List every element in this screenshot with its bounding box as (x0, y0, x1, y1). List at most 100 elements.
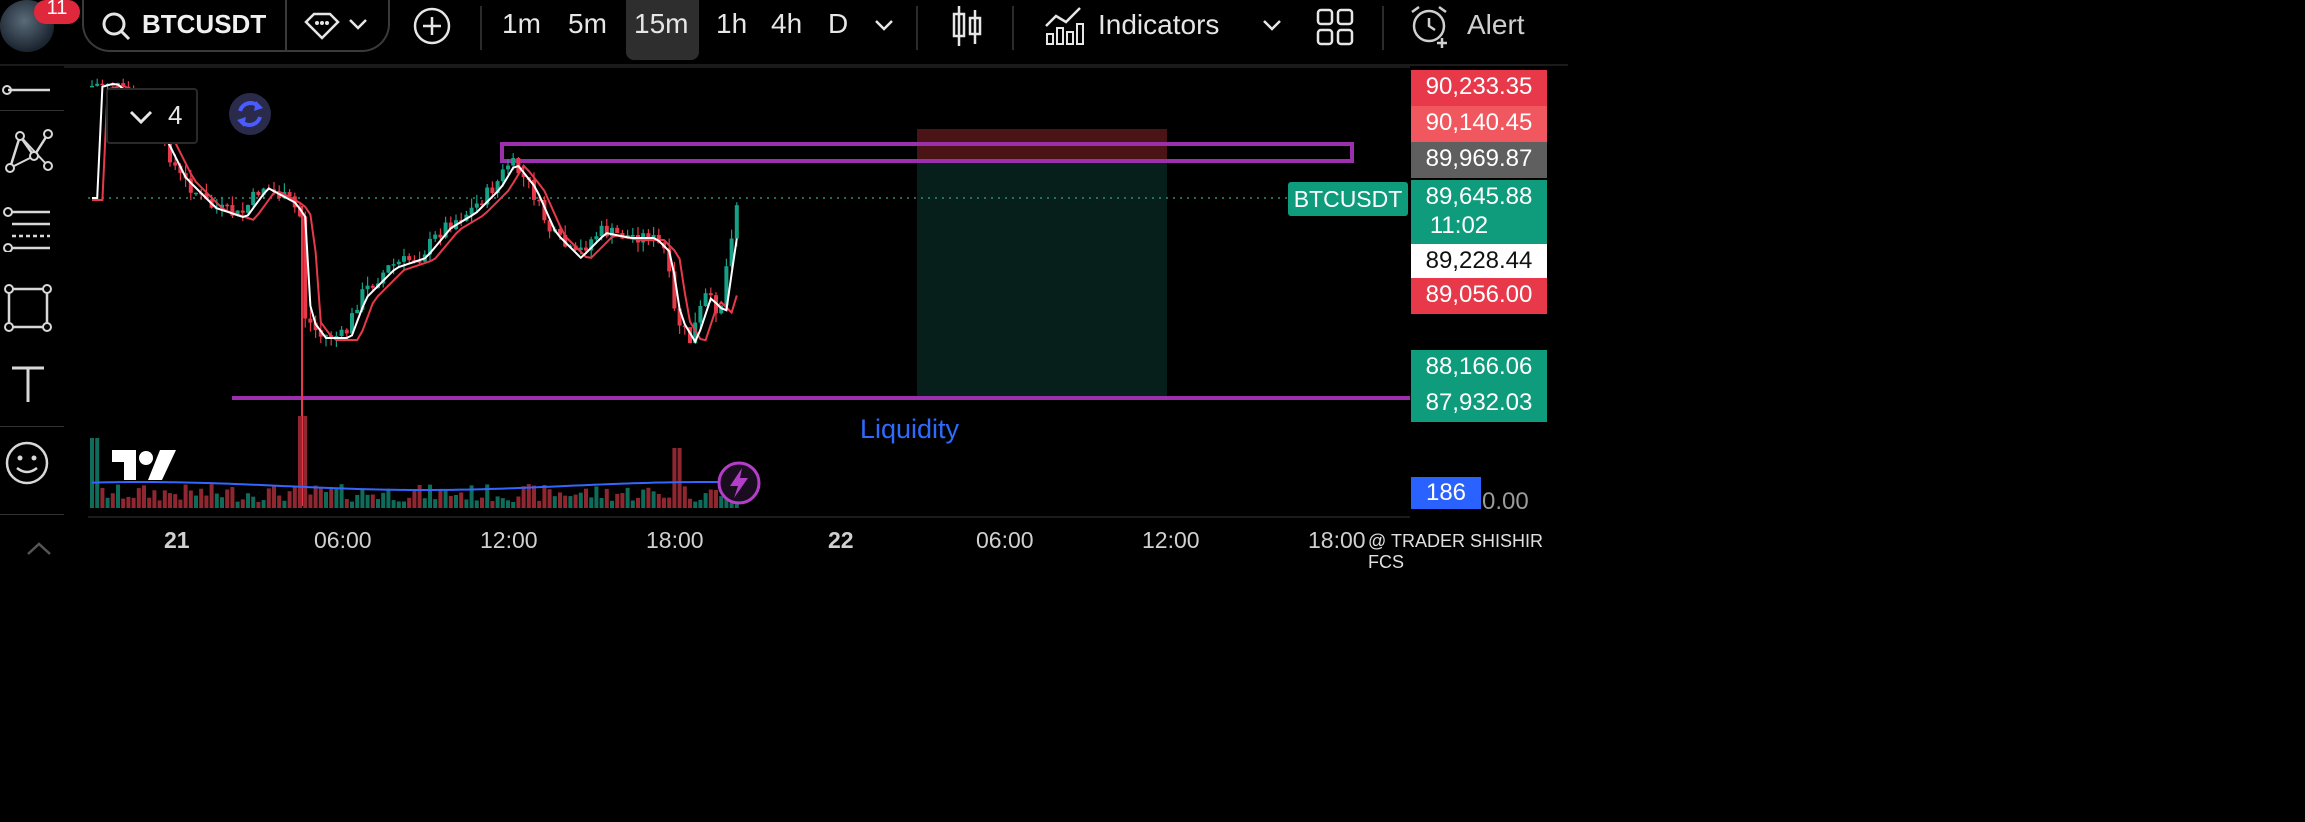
lightning-icon[interactable] (716, 460, 762, 506)
add-compare-icon[interactable] (412, 6, 452, 46)
emoji-tool-icon[interactable] (4, 440, 50, 486)
candle-body (220, 204, 224, 208)
volume-bar (594, 486, 599, 508)
volume-bar (469, 485, 474, 508)
volume-bar (558, 492, 562, 508)
interval-15m[interactable]: 15m (634, 8, 689, 39)
candle-body (230, 205, 235, 216)
supply-zone-box[interactable] (500, 142, 1354, 163)
time-axis-border (88, 516, 1410, 518)
candle-body (584, 247, 588, 251)
layout-grid-icon[interactable] (1316, 8, 1354, 46)
volume-bar (110, 493, 115, 508)
candle-body (558, 228, 562, 235)
volume-bar (370, 494, 375, 508)
price-label: 89,969.87 (1411, 142, 1547, 178)
volume-bar (651, 491, 656, 508)
volume-bar (428, 484, 432, 508)
pattern-tool-icon[interactable] (4, 128, 54, 174)
volume-bar (615, 493, 620, 508)
volume-bar (282, 500, 287, 508)
volume-bar (495, 496, 500, 508)
candle-body (308, 318, 313, 323)
symbol-label[interactable]: BTCUSDT (142, 9, 267, 39)
price-label: 87,932.03 (1411, 386, 1547, 422)
alert-button[interactable]: Alert (1467, 9, 1525, 40)
time-label: 12:00 (1142, 527, 1200, 553)
search-icon (102, 12, 131, 41)
candle-body (542, 199, 547, 221)
volume-bar (682, 486, 687, 508)
volume-bar (646, 487, 651, 508)
candle-body (578, 247, 583, 250)
take-profit-zone[interactable] (917, 163, 1167, 399)
candle-body (734, 205, 739, 239)
candle-body (251, 191, 256, 206)
volume-bar (511, 501, 516, 508)
volume-bar (563, 495, 568, 508)
candle-body (433, 234, 438, 239)
interval-d[interactable]: D (828, 8, 849, 39)
interval-more-chevron-icon[interactable] (874, 18, 894, 32)
interval-5m[interactable]: 5m (568, 8, 607, 39)
indicators-icon[interactable] (1044, 4, 1084, 46)
volume-bar (246, 493, 250, 508)
volume-bar (339, 484, 344, 508)
candle-body (724, 266, 729, 306)
indicators-chevron-icon[interactable] (1262, 18, 1282, 32)
candle-body (656, 234, 661, 243)
volume-bar (329, 487, 334, 508)
candle-body (729, 238, 734, 267)
watermark: @ TRADER SHISHIR FCS (1368, 531, 1543, 572)
volume-bar (324, 492, 328, 508)
symbol-search-box[interactable] (82, 0, 390, 52)
indicator-legend-toggle[interactable]: 4 (106, 88, 198, 144)
candle-body (318, 330, 323, 337)
rectangle-tool-icon[interactable] (4, 284, 52, 332)
volume-bar (142, 485, 146, 508)
volume-bar (480, 497, 484, 508)
interval-4h[interactable]: 4h (771, 8, 803, 39)
candle-body (391, 264, 396, 266)
indicators-button[interactable]: Indicators (1098, 9, 1220, 40)
liquidity-label[interactable]: Liquidity (860, 414, 960, 444)
horizontal-line-tool-icon[interactable] (2, 80, 52, 100)
sync-icon[interactable] (226, 91, 274, 137)
alarm-clock-add-icon[interactable] (1408, 4, 1454, 50)
collapse-tools-chevron-icon[interactable] (26, 540, 52, 556)
volume-bar (355, 494, 360, 508)
volume-bar (568, 496, 573, 508)
diamond-icon[interactable] (304, 12, 340, 40)
volume-bar (506, 500, 510, 508)
volume-bar (318, 487, 323, 508)
symbol-price-tag: BTCUSDT (1288, 182, 1408, 216)
volume-bar (376, 499, 380, 508)
volume-bar (417, 484, 422, 508)
candlestick-chart-type-icon[interactable] (950, 4, 984, 48)
tool-divider (0, 110, 64, 111)
candle-body (313, 322, 318, 331)
volume-bar (459, 492, 464, 508)
volume-bar (131, 497, 136, 508)
candle-body (303, 216, 308, 319)
volume-bar (194, 495, 198, 508)
text-tool-icon[interactable] (8, 364, 48, 406)
volume-bar (157, 500, 162, 508)
bar-countdown: 11:02 (1429, 212, 1489, 239)
chevron-down-icon[interactable] (348, 17, 368, 31)
active-interval-highlight (626, 0, 699, 60)
interval-1h[interactable]: 1h (716, 8, 748, 39)
candle-body (672, 271, 677, 309)
price-label: 89,228.44 (1411, 244, 1547, 280)
volume-bar (677, 448, 682, 508)
fib-retracement-tool-icon[interactable] (2, 206, 52, 252)
candle-body (256, 191, 261, 195)
price-chart[interactable] (0, 66, 1410, 518)
candle-body (693, 322, 698, 344)
volume-bar (204, 495, 209, 508)
price-label: 90,233.35 (1411, 70, 1547, 106)
volume-bar (454, 494, 458, 508)
interval-1m[interactable]: 1m (502, 8, 541, 39)
candle-body (630, 235, 635, 237)
toolbar-divider (916, 6, 918, 50)
